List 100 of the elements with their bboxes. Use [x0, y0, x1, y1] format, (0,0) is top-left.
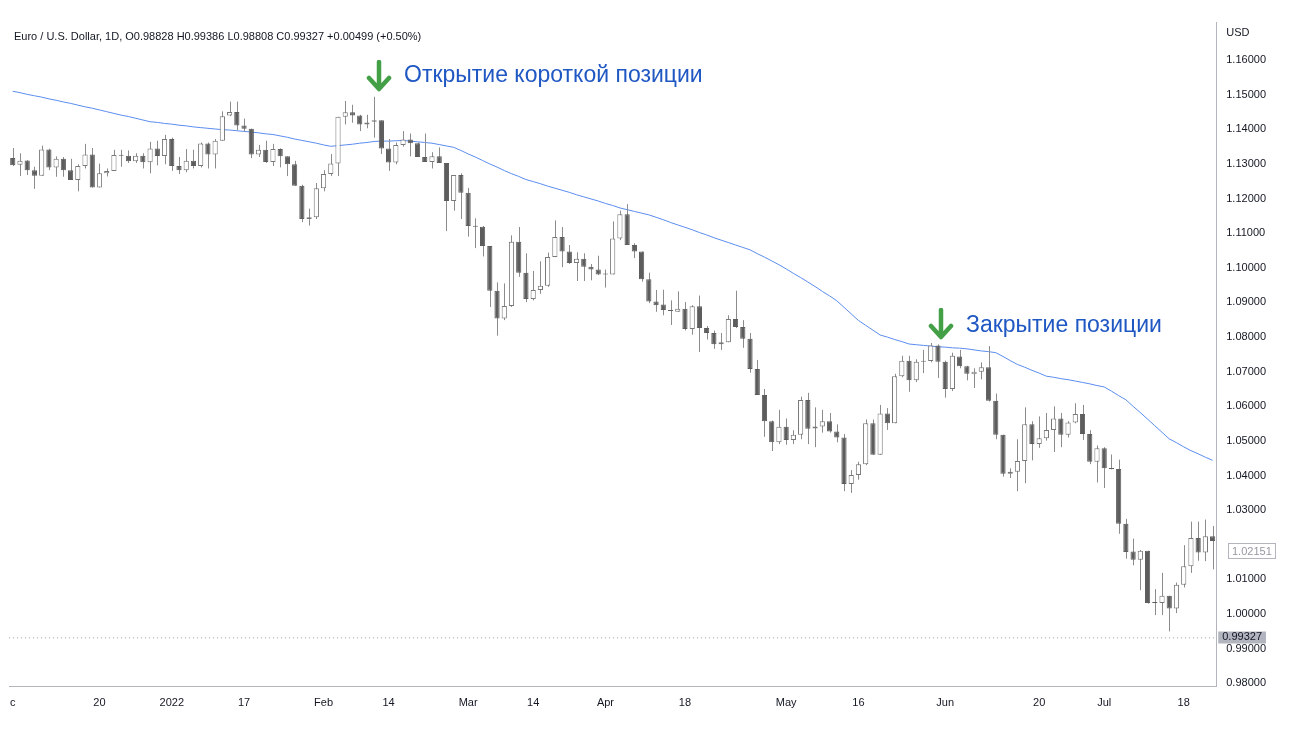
y-tick-label: 1.15000 — [1226, 87, 1266, 100]
annotation: Закрытие позиции — [966, 311, 1162, 338]
y-tick-label: 1.07000 — [1226, 364, 1266, 377]
candlestick — [270, 143, 276, 167]
y-tick-label: 1.04000 — [1226, 468, 1266, 481]
candlestick — [646, 272, 652, 304]
y-tick-label: 0.98000 — [1226, 676, 1266, 689]
candlestick — [653, 289, 659, 313]
y-tick-label: 1.14000 — [1226, 122, 1266, 135]
candlestick — [906, 355, 912, 393]
candlestick — [292, 160, 298, 187]
candlestick — [75, 163, 81, 192]
candlestick — [479, 225, 486, 257]
candlestick — [82, 143, 88, 169]
candlestick — [1202, 519, 1208, 562]
candlestick — [783, 417, 789, 446]
candlestick — [1051, 405, 1057, 453]
candlestick — [617, 210, 623, 241]
candlestick — [1195, 521, 1201, 562]
candlestick — [1101, 446, 1107, 489]
y-tick-label: 1.00000 — [1226, 607, 1266, 620]
candlestick — [407, 132, 413, 157]
candlestick — [1108, 453, 1115, 470]
candlestick — [581, 252, 587, 282]
x-tick-label: 18 — [1177, 696, 1190, 709]
candlestick — [451, 174, 457, 212]
x-tick-label: 14 — [527, 696, 540, 709]
candlestick — [725, 314, 731, 343]
candlestick — [205, 142, 211, 169]
candlestick — [1166, 595, 1172, 632]
candlestick — [928, 342, 934, 363]
candlestick — [689, 304, 695, 336]
ref-line-label: 0.99327 — [1222, 630, 1262, 643]
candlestick — [248, 128, 254, 159]
candlestick — [219, 110, 225, 142]
candlestick — [848, 469, 854, 494]
x-tick-label: 20 — [93, 696, 106, 709]
candlestick — [740, 319, 746, 349]
candlestick — [530, 270, 536, 301]
candlestick — [1043, 412, 1049, 442]
y-tick-label: 1.03000 — [1226, 503, 1266, 516]
x-tick-label: 18 — [678, 696, 692, 709]
candlestick — [212, 138, 218, 169]
candlestick — [111, 149, 117, 172]
candlestick — [776, 409, 782, 445]
candlestick — [386, 138, 392, 172]
candlestick — [154, 140, 160, 166]
candlestick — [1058, 412, 1064, 448]
candlestick — [147, 141, 153, 174]
candlestick — [732, 290, 739, 329]
y-tick-label: 1.16000 — [1226, 53, 1266, 66]
candlestick — [1210, 525, 1216, 570]
candlestick — [696, 295, 703, 353]
candlestick — [1014, 438, 1021, 492]
candlestick — [826, 412, 833, 434]
candlestick — [819, 409, 825, 434]
x-tick-label: Apr — [596, 696, 615, 709]
candlestick — [1130, 538, 1136, 566]
x-tick-label: 14 — [382, 696, 395, 709]
candlestick — [320, 169, 327, 192]
x-tick-label: Jul — [1097, 696, 1112, 709]
candlestick — [754, 359, 760, 396]
candlestick — [17, 152, 23, 177]
candlestick — [161, 134, 168, 165]
candlestick — [711, 330, 717, 350]
candlestick — [198, 142, 204, 168]
candlestick — [1181, 544, 1187, 588]
candlestick — [1029, 420, 1035, 461]
y-tick-label: 1.01000 — [1226, 572, 1266, 585]
candlestick — [1094, 444, 1100, 484]
x-tick-label: Feb — [314, 696, 334, 709]
candlestick — [234, 101, 240, 131]
candlestick — [559, 226, 565, 268]
candlestick — [566, 244, 572, 265]
candlestick — [552, 219, 558, 258]
candlestick — [422, 132, 428, 163]
y-tick-label: 1.06000 — [1226, 399, 1266, 412]
y-tick-label: 0.99000 — [1226, 641, 1266, 654]
candlestick — [1173, 582, 1180, 614]
candlestick — [682, 301, 688, 332]
candlestick — [834, 423, 840, 443]
candlestick — [67, 158, 74, 181]
x-tick-label: 20 — [1033, 696, 1046, 709]
x-tick-label: 17 — [237, 696, 251, 709]
text: 1.02151 — [1228, 543, 1276, 559]
candlestick — [935, 343, 941, 379]
y-tick-label: 1.12000 — [1226, 191, 1266, 204]
y-tick-label: 1.08000 — [1226, 330, 1266, 343]
annotation: Открытие короткой позиции — [404, 61, 703, 88]
candlestick — [263, 140, 269, 164]
candlestick — [60, 156, 66, 178]
x-tick-label: 16 — [852, 696, 865, 709]
x-tick-label: 2022 — [159, 696, 185, 709]
y-tick-label: 1.11000 — [1226, 226, 1266, 239]
y-tick-label: 1.13000 — [1226, 156, 1266, 169]
candlestick — [957, 349, 963, 369]
y-tick-label: 1.09000 — [1226, 295, 1266, 308]
candlestick — [1036, 415, 1042, 449]
x-tick-label: May — [775, 696, 798, 709]
candlestick — [458, 172, 464, 220]
